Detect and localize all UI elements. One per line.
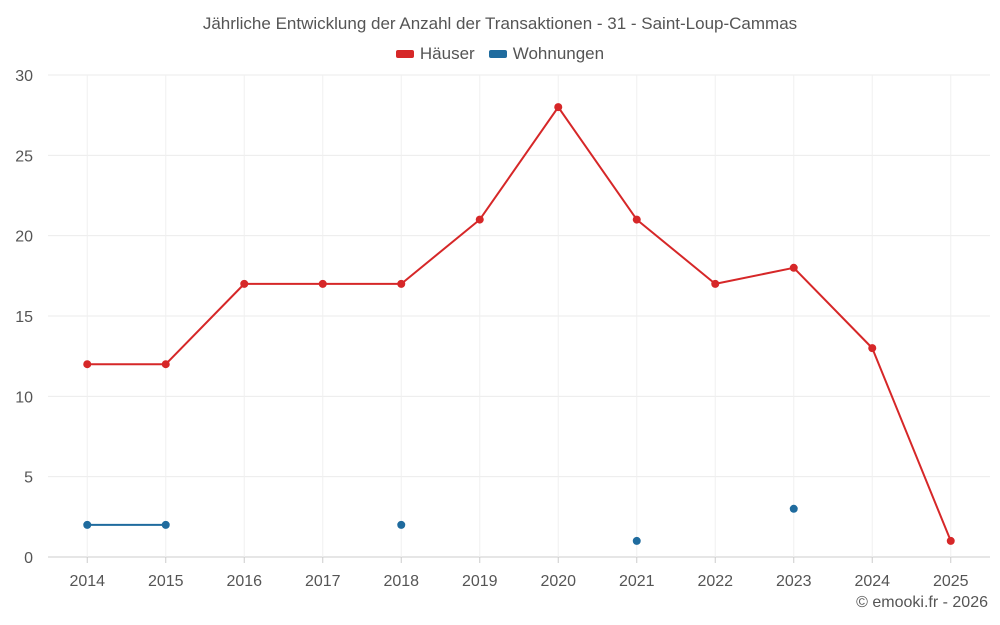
y-tick-label: 5 bbox=[24, 470, 33, 487]
y-tick-label: 30 bbox=[15, 68, 33, 85]
x-tick-label: 2023 bbox=[776, 573, 812, 590]
data-point-haeuser bbox=[83, 360, 92, 369]
series-line-haeuser bbox=[87, 106, 952, 542]
x-tick-label: 2020 bbox=[540, 573, 576, 590]
data-point-haeuser bbox=[475, 215, 484, 224]
legend-item-haeuser[interactable]: Häuser bbox=[395, 44, 475, 64]
data-point-haeuser bbox=[946, 536, 955, 545]
data-point-haeuser bbox=[554, 103, 563, 112]
x-tick-label: 2016 bbox=[226, 573, 262, 590]
data-point-haeuser bbox=[789, 263, 798, 272]
legend-swatch-haeuser bbox=[395, 50, 414, 58]
x-tick-label: 2014 bbox=[69, 573, 105, 590]
data-point-wohnungen bbox=[397, 520, 406, 529]
data-point-haeuser bbox=[397, 279, 406, 288]
legend-item-wohnungen[interactable]: Wohnungen bbox=[488, 44, 605, 64]
data-point-wohnungen bbox=[161, 520, 170, 529]
data-point-haeuser bbox=[161, 360, 170, 369]
y-tick-label: 15 bbox=[15, 309, 33, 326]
chart-title: Jährliche Entwicklung der Anzahl der Tra… bbox=[202, 14, 798, 33]
legend-label-haeuser: Häuser bbox=[419, 44, 475, 63]
x-tick-label: 2017 bbox=[305, 573, 341, 590]
x-tick-label: 2022 bbox=[697, 573, 733, 590]
data-point-haeuser bbox=[240, 279, 249, 288]
legend-swatch-wohnungen bbox=[488, 50, 507, 58]
data-point-haeuser bbox=[868, 344, 877, 353]
data-point-haeuser bbox=[711, 279, 720, 288]
y-tick-label: 25 bbox=[15, 148, 33, 165]
credit-text: © emooki.fr - 2026 bbox=[856, 594, 988, 611]
data-point-wohnungen bbox=[83, 520, 92, 529]
x-tick-label: 2018 bbox=[383, 573, 419, 590]
data-point-haeuser bbox=[632, 215, 641, 224]
y-tick-label: 20 bbox=[15, 229, 33, 246]
x-tick-label: 2024 bbox=[854, 573, 890, 590]
x-tick-label: 2019 bbox=[462, 573, 498, 590]
data-point-wohnungen bbox=[789, 504, 798, 513]
y-tick-label: 10 bbox=[15, 389, 33, 406]
data-point-wohnungen bbox=[632, 536, 641, 545]
legend: Häuser Wohnungen bbox=[0, 44, 1000, 64]
x-tick-label: 2021 bbox=[619, 573, 655, 590]
legend-label-wohnungen: Wohnungen bbox=[512, 44, 605, 63]
data-point-haeuser bbox=[318, 279, 327, 288]
x-tick-label: 2025 bbox=[933, 573, 969, 590]
x-tick-label: 2015 bbox=[148, 573, 184, 590]
y-tick-label: 0 bbox=[24, 550, 33, 567]
